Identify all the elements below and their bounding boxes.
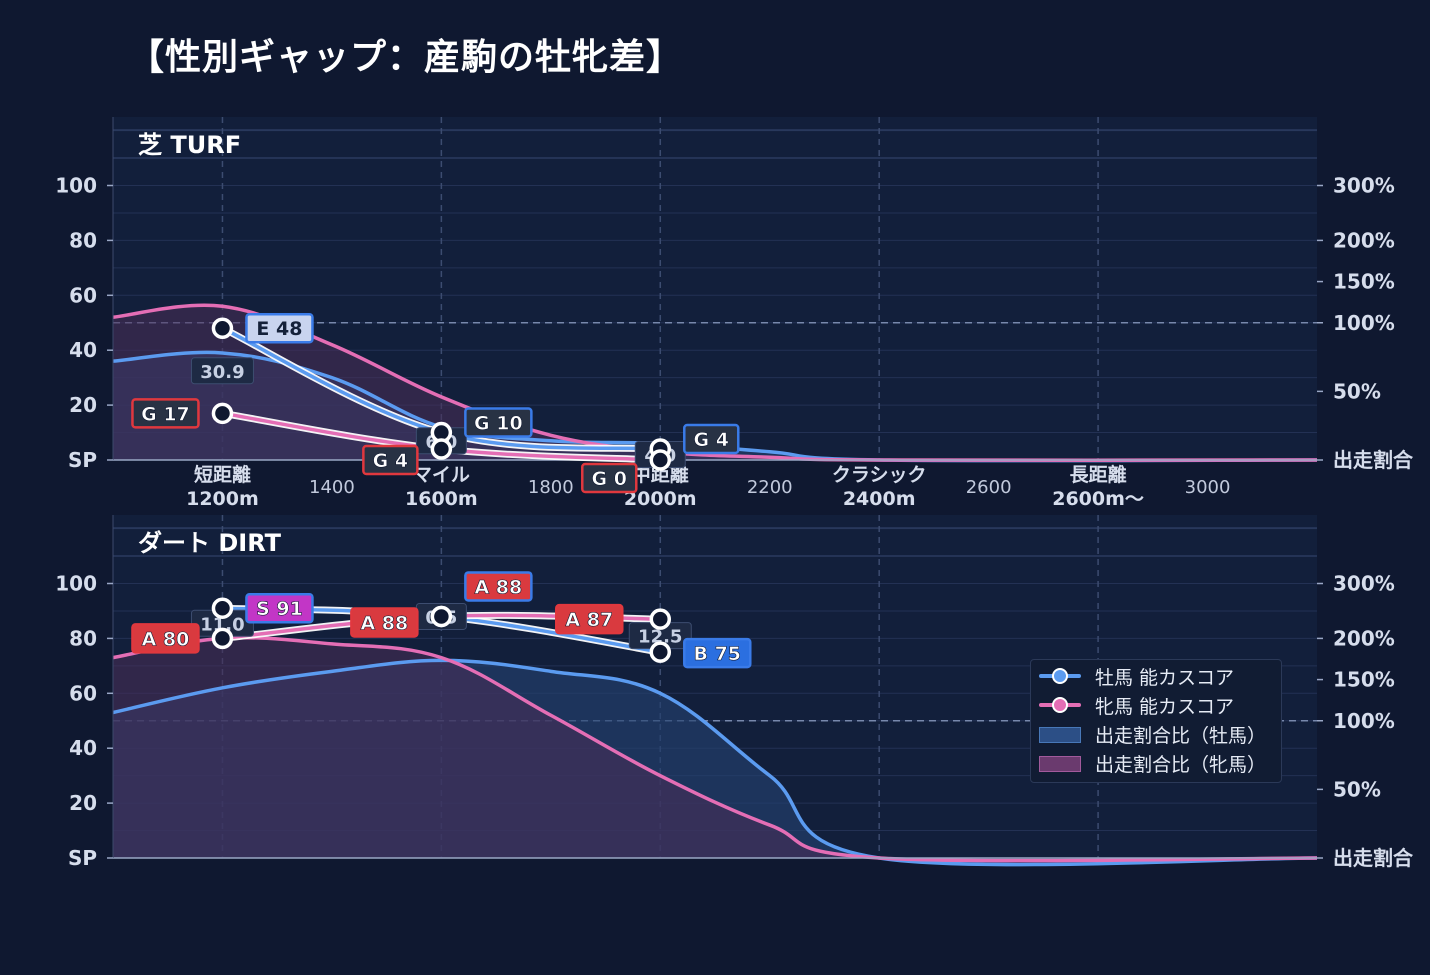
grade-badge <box>245 592 314 624</box>
x-tick-label-distance: 1200m <box>186 488 259 510</box>
y-tick-label: SP <box>68 448 97 472</box>
x-tick-label-category: クラシック <box>832 464 927 486</box>
x-tick-label-category: 長距離 <box>1070 463 1127 486</box>
y-right-tick-label: 出走割合 <box>1333 448 1414 472</box>
y-tick-label: 20 <box>69 791 97 815</box>
male-score-marker <box>649 641 672 663</box>
grade-badge-label: S 91 <box>256 598 303 620</box>
gap-label-box <box>190 357 254 385</box>
legend-label: 牝馬 能カスコア <box>1095 695 1235 718</box>
y-right-tick-label: 150% <box>1333 668 1395 692</box>
male-score-marker <box>211 597 234 619</box>
female-share-line <box>112 635 1318 863</box>
y-right-tick-label: 300% <box>1333 174 1395 198</box>
grade-badge-label: E 48 <box>256 318 302 340</box>
grade-badge <box>131 398 200 429</box>
y-right-tick-label: 200% <box>1333 626 1395 650</box>
grade-badge <box>581 462 638 494</box>
grade-badge-label: G 10 <box>474 413 523 435</box>
grade-badge-label: G 4 <box>373 450 408 472</box>
female-score-marker <box>430 605 453 628</box>
female-score-marker <box>211 627 234 650</box>
male-share-swatch-icon <box>1039 727 1081 743</box>
x-tick-label-minor: 1400 <box>309 477 355 498</box>
grade-badge-label: A 88 <box>474 576 522 598</box>
y-right-tick-label: 150% <box>1333 270 1395 294</box>
grade-badge <box>464 571 533 602</box>
y-tick-label: 60 <box>69 681 97 705</box>
panel-title: ダート DIRT <box>138 529 282 557</box>
x-tick-label-minor: 3000 <box>1185 477 1231 498</box>
grade-badge-label: A 88 <box>360 612 408 634</box>
legend-item-male-share: 出走割合比（牡馬） <box>1039 722 1267 747</box>
y-right-tick-label: 300% <box>1333 572 1395 596</box>
y-tick-label: 100 <box>55 174 97 198</box>
y-right-tick-label: 50% <box>1333 777 1381 801</box>
x-tick-label-category: 短距離 <box>194 463 251 486</box>
grade-badge-label: G 4 <box>694 429 729 451</box>
x-tick-label-category: マイル <box>413 464 470 486</box>
female-score-marker <box>649 449 672 471</box>
female-score-marker <box>649 608 672 630</box>
y-right-tick-label: 200% <box>1333 228 1395 252</box>
x-tick-label-distance: 2000m <box>624 488 697 510</box>
grade-badge <box>683 637 752 669</box>
dirt-panel: ダート DIRT 100 80 60 40 20 SP 300% 200% 150% 100% 50%… <box>55 515 1414 870</box>
x-tick-label-minor: 2200 <box>747 477 793 498</box>
grade-badge <box>555 603 624 635</box>
y-tick-label: 80 <box>69 626 97 650</box>
legend-label: 牡馬 能カスコア <box>1095 666 1235 689</box>
grade-badge-label: A 80 <box>142 628 190 650</box>
female-score-marker <box>211 402 234 425</box>
male-share-line <box>112 658 1318 867</box>
y-tick-label: 100 <box>55 572 97 596</box>
legend-item-male-score: 牡馬 能カスコア <box>1039 664 1235 689</box>
grade-badge <box>245 312 314 344</box>
y-right-tick-label: 100% <box>1333 709 1395 733</box>
y-tick-label: 40 <box>69 736 97 760</box>
grade-badge <box>362 444 419 476</box>
legend-label: 出走割合比（牝馬） <box>1095 753 1267 776</box>
legend-item-female-share: 出走割合比（牝馬） <box>1039 751 1267 776</box>
x-tick-label-distance: 1600m <box>405 488 478 510</box>
x-tick-label-distance: 2600m〜 <box>1052 488 1144 510</box>
gap-label: 11.0 <box>200 614 244 635</box>
grade-badge <box>683 423 740 455</box>
chart-title: 【性別ギャップ：産駒の牡牝差】 <box>128 37 684 78</box>
y-tick-label: SP <box>68 846 97 870</box>
male-marker-icon <box>1052 668 1068 684</box>
x-tick-label-minor: 1800 <box>528 477 574 498</box>
gap-label: 12.5 <box>638 627 682 648</box>
female-marker-icon <box>1052 697 1068 713</box>
x-tick-label-distance: 2400m <box>843 488 916 510</box>
legend-item-female-score: 牝馬 能カスコア <box>1039 693 1235 718</box>
male-score-marker <box>211 317 234 339</box>
y-right-tick-label: 出走割合 <box>1333 846 1414 870</box>
grade-badge <box>350 607 419 638</box>
x-tick-label-category: 中距離 <box>632 463 689 486</box>
y-right-tick-label: 50% <box>1333 379 1381 403</box>
y-tick-label: 60 <box>69 283 97 307</box>
female-share-swatch-icon <box>1039 756 1081 772</box>
x-tick-label-minor: 2600 <box>966 477 1012 498</box>
turf-panel: 芝 TURF 100 80 60 40 20 SP 300% 200% 150% 100% 50% 出走… <box>55 117 1414 510</box>
gap-label: 30.9 <box>200 362 244 383</box>
legend: 牡馬 能カスコア 牝馬 能カスコア 出走割合比（牡馬） 出走割合比（牝馬） <box>1030 659 1282 783</box>
y-tick-label: 80 <box>69 228 97 252</box>
y-right-tick-label: 100% <box>1333 311 1395 335</box>
y-tick-label: 20 <box>69 393 97 417</box>
y-tick-label: 40 <box>69 338 97 362</box>
panel-title: 芝 TURF <box>138 131 241 159</box>
grade-badge-label: G 17 <box>141 403 190 425</box>
grade-badge <box>464 407 533 438</box>
legend-label: 出走割合比（牡馬） <box>1095 724 1267 747</box>
grade-badge-label: A 87 <box>565 609 613 631</box>
grade-badge-label: G 0 <box>592 468 627 490</box>
female-share-area <box>113 637 1317 861</box>
female-score-marker <box>430 438 453 460</box>
grade-badge <box>131 623 200 654</box>
grade-badge-label: B 75 <box>693 643 741 665</box>
